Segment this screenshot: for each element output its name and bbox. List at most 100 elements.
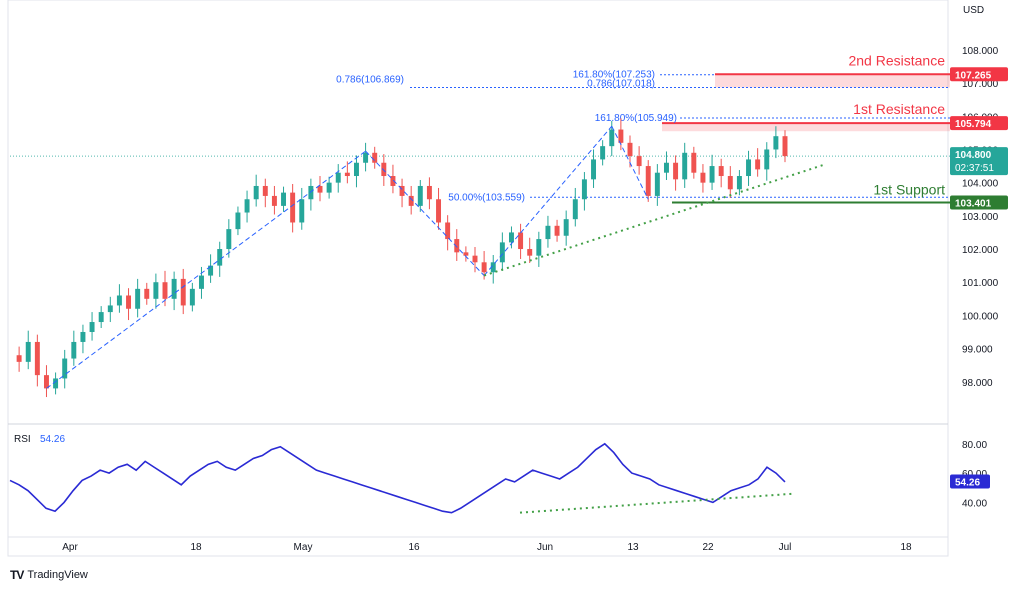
candle-body xyxy=(208,265,214,276)
rsi-tick-label: 40.00 xyxy=(962,498,987,509)
current-price-tag-countdown: 02:37:51 xyxy=(955,163,994,174)
x-tick-label: Jun xyxy=(537,542,553,553)
level-annotations: 2nd Resistance 1st Resistance 1st Support xyxy=(848,52,945,197)
resistance-1-tag-bg xyxy=(950,116,1008,131)
candle-body xyxy=(718,166,724,177)
x-tick-label: Jul xyxy=(779,542,792,553)
candle-body xyxy=(171,278,177,299)
candle-body xyxy=(417,185,423,206)
x-tick-label: May xyxy=(294,542,313,553)
candle-body xyxy=(536,239,542,256)
candle-body xyxy=(89,322,95,332)
candle-body xyxy=(326,182,332,193)
candle-body xyxy=(381,162,387,177)
rsi-value-tag: 54.26 xyxy=(955,478,980,489)
price-tags: 107.265 105.794 104.800 02:37:51 103.401 xyxy=(950,67,1008,210)
x-tick-label: Apr xyxy=(62,542,78,553)
wave-trendline xyxy=(611,126,649,200)
candle-body xyxy=(71,341,77,359)
candle-body xyxy=(755,159,761,170)
trendlines xyxy=(46,125,826,389)
x-tick-label: 18 xyxy=(900,542,912,553)
candle-body xyxy=(591,159,597,180)
candle-body xyxy=(198,275,204,289)
candle-body xyxy=(773,136,779,150)
candle-body xyxy=(746,159,752,177)
candle-body xyxy=(499,242,505,263)
current-price-tag: 104.800 xyxy=(955,150,992,161)
candle-body xyxy=(271,195,277,206)
candle-body xyxy=(217,249,223,266)
rsi-value-label: 54.26 xyxy=(40,434,65,445)
y-tick-label: 99.000 xyxy=(962,345,993,356)
y-tick-label: 103.000 xyxy=(962,212,999,223)
y-tick-label: 100.000 xyxy=(962,311,999,322)
resistance-1-annotation: 1st Resistance xyxy=(853,101,945,117)
candle-body xyxy=(609,129,615,147)
rsi-series: 54.26 xyxy=(9,442,990,514)
fib-label: 0.786(107.018) xyxy=(587,79,655,90)
y-tick-label: 107.000 xyxy=(962,79,999,90)
candle-body xyxy=(153,282,159,299)
candle-body xyxy=(563,219,569,236)
fib-label: 161.80%(105.949) xyxy=(595,113,677,124)
candle-body xyxy=(673,162,679,180)
candle-body xyxy=(281,192,287,206)
tradingview-brand[interactable]: TV TradingView xyxy=(10,568,88,582)
currency-label: USD xyxy=(963,5,984,16)
candle-body xyxy=(399,185,405,196)
fib-lines: 0.786(106.869) 161.80%(107.253)0.786(107.… xyxy=(10,70,950,203)
wave-trendline xyxy=(483,125,613,276)
y-tick-label: 104.000 xyxy=(962,179,999,190)
candle-body xyxy=(627,142,633,157)
candle-body xyxy=(490,262,496,273)
candle-body xyxy=(454,239,460,253)
candle-body xyxy=(135,288,141,309)
fib-label: 50.00%(103.559) xyxy=(448,192,525,203)
rsi-line xyxy=(9,442,786,514)
price-series xyxy=(16,118,788,398)
rsi-tick-label: 80.00 xyxy=(962,440,987,451)
candle-body xyxy=(618,129,624,143)
candle-body xyxy=(682,152,688,180)
rsi-panel: RSI 54.26 54.26 xyxy=(9,434,990,514)
candle-body xyxy=(654,172,660,196)
candle-body xyxy=(600,146,606,160)
candle-body xyxy=(445,222,451,240)
candle-body xyxy=(244,199,250,213)
current-price-tag-bg xyxy=(950,147,1008,176)
level-zones xyxy=(662,73,950,204)
resistance-1-zone xyxy=(662,123,950,132)
candle-body xyxy=(581,179,587,200)
candle-body xyxy=(180,278,186,306)
fib-label: 0.786(106.869) xyxy=(336,74,404,85)
price-axis: 108.000107.000106.000105.000104.000103.0… xyxy=(962,46,999,510)
wave-trendline xyxy=(46,150,366,389)
candle-body xyxy=(344,172,350,177)
candle-body xyxy=(80,331,86,342)
candle-body xyxy=(390,176,396,186)
candle-body xyxy=(62,358,68,379)
candle-body xyxy=(481,262,487,273)
candle-body xyxy=(663,162,669,173)
tradingview-logo-icon: TV xyxy=(10,568,24,582)
candle-body xyxy=(308,185,314,200)
resistance-1-tag: 105.794 xyxy=(955,119,992,130)
candle-body xyxy=(353,162,359,177)
time-axis: Apr 18 May 16 Jun 13 22 Jul 18 xyxy=(62,542,912,553)
candle-body xyxy=(16,355,22,362)
candle-body xyxy=(408,195,414,206)
candle-body xyxy=(189,288,195,306)
y-tick-label: 98.000 xyxy=(962,378,993,389)
x-tick-label: 18 xyxy=(190,542,202,553)
candle-body xyxy=(508,232,514,243)
rsi-value-tag-bg xyxy=(950,474,990,489)
candle-body xyxy=(34,341,40,376)
x-tick-label: 13 xyxy=(627,542,639,553)
candle-body xyxy=(126,295,132,309)
support-1-tag: 103.401 xyxy=(955,199,992,210)
support-1-annotation: 1st Support xyxy=(873,182,945,198)
candle-body xyxy=(782,136,788,157)
resistance-2-tag-bg xyxy=(950,67,1008,82)
